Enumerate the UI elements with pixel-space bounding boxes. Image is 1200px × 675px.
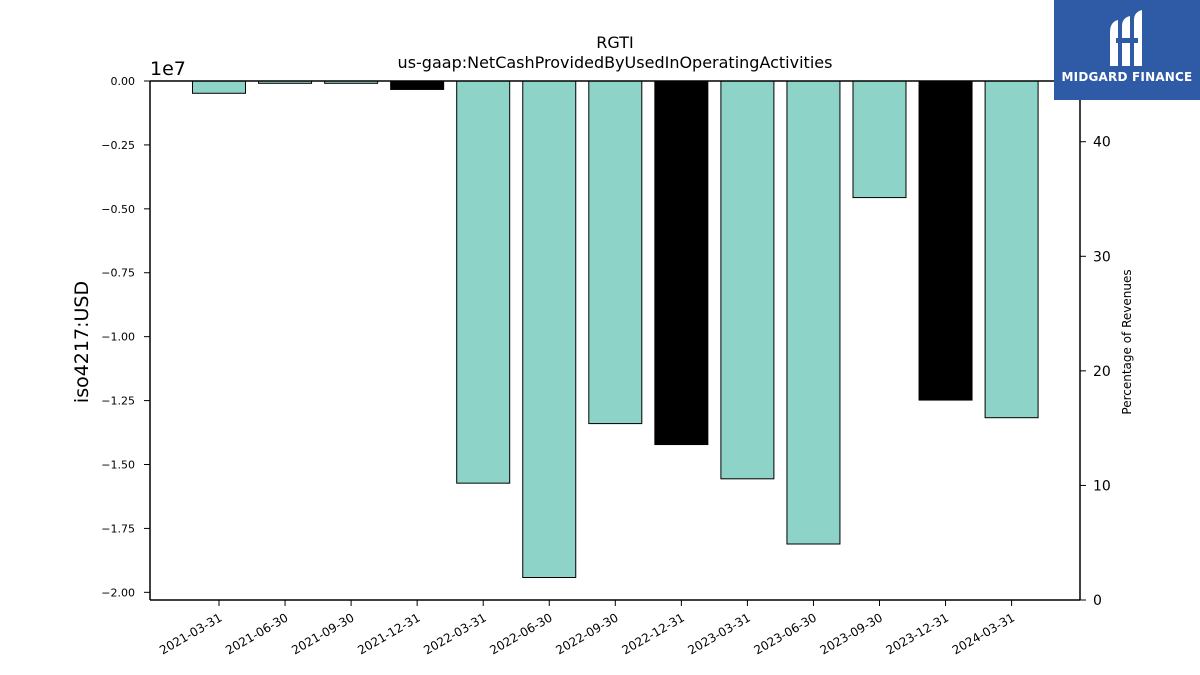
y-tick-label: −1.75 [101, 522, 135, 535]
bar-2022-09-30 [588, 80, 643, 425]
bar-2022-12-31 [654, 80, 709, 446]
x-tick-label: 2024-03-31 [950, 610, 1017, 657]
y-offset-label: 1e7 [150, 58, 186, 80]
y-tick-label: −1.50 [101, 458, 135, 471]
y-tick-label: 0.00 [111, 75, 136, 88]
bar-2022-03-31 [456, 80, 511, 484]
x-tick-label: 2022-03-31 [421, 610, 488, 657]
y2-tick-label: 20 [1093, 364, 1111, 380]
bar-2024-03-31 [984, 80, 1039, 419]
x-tick-label: 2021-12-31 [355, 610, 422, 657]
x-tick-label: 2022-09-30 [553, 610, 620, 657]
brand-logo: MIDGARD FINANCE [1054, 0, 1200, 100]
x-tick-label: 2021-06-30 [223, 610, 290, 657]
bar-2023-12-31 [918, 80, 973, 401]
y-tick-label: −0.25 [101, 139, 135, 152]
bar-2021-03-31 [192, 80, 246, 94]
midgard-logo-icon [1110, 10, 1142, 66]
x-tick-label: 2023-06-30 [752, 610, 819, 657]
y2-tick-label: 10 [1093, 478, 1111, 494]
bar-2021-12-31 [390, 80, 445, 90]
y-tick-label: −0.50 [101, 203, 135, 216]
y-axis-label: iso4217:USD [71, 281, 93, 403]
x-tick-label: 2023-03-31 [685, 610, 752, 657]
y-tick-label: −1.00 [101, 331, 135, 344]
y2-axis-label: Percentage of Revenues [1120, 269, 1134, 414]
y2-tick-label: 30 [1093, 249, 1111, 265]
x-tick-label: 2023-09-30 [818, 610, 885, 657]
x-tick-label: 2022-06-30 [487, 610, 554, 657]
y2-tick-label: 0 [1093, 593, 1102, 609]
x-tick-label: 2021-03-31 [157, 610, 224, 657]
bar-2023-06-30 [786, 80, 841, 545]
brand-name: MIDGARD FINANCE [1061, 70, 1193, 84]
y2-tick-label: 40 [1093, 135, 1111, 151]
y-tick-label: −1.25 [101, 395, 135, 408]
x-tick-label: 2021-09-30 [289, 610, 356, 657]
y-tick-label: −0.75 [101, 267, 135, 280]
chart-subtitle: us-gaap:NetCashProvidedByUsedInOperating… [398, 53, 833, 72]
bar-2022-06-30 [522, 80, 577, 579]
bar-2023-03-31 [720, 80, 775, 480]
bar-2023-09-30 [852, 80, 907, 199]
y-tick-label: −2.00 [101, 586, 135, 599]
bars [192, 80, 1039, 579]
chart-title: RGTI [596, 33, 633, 52]
x-tick-label: 2022-12-31 [619, 610, 686, 657]
x-tick-label: 2023-12-31 [884, 610, 951, 657]
